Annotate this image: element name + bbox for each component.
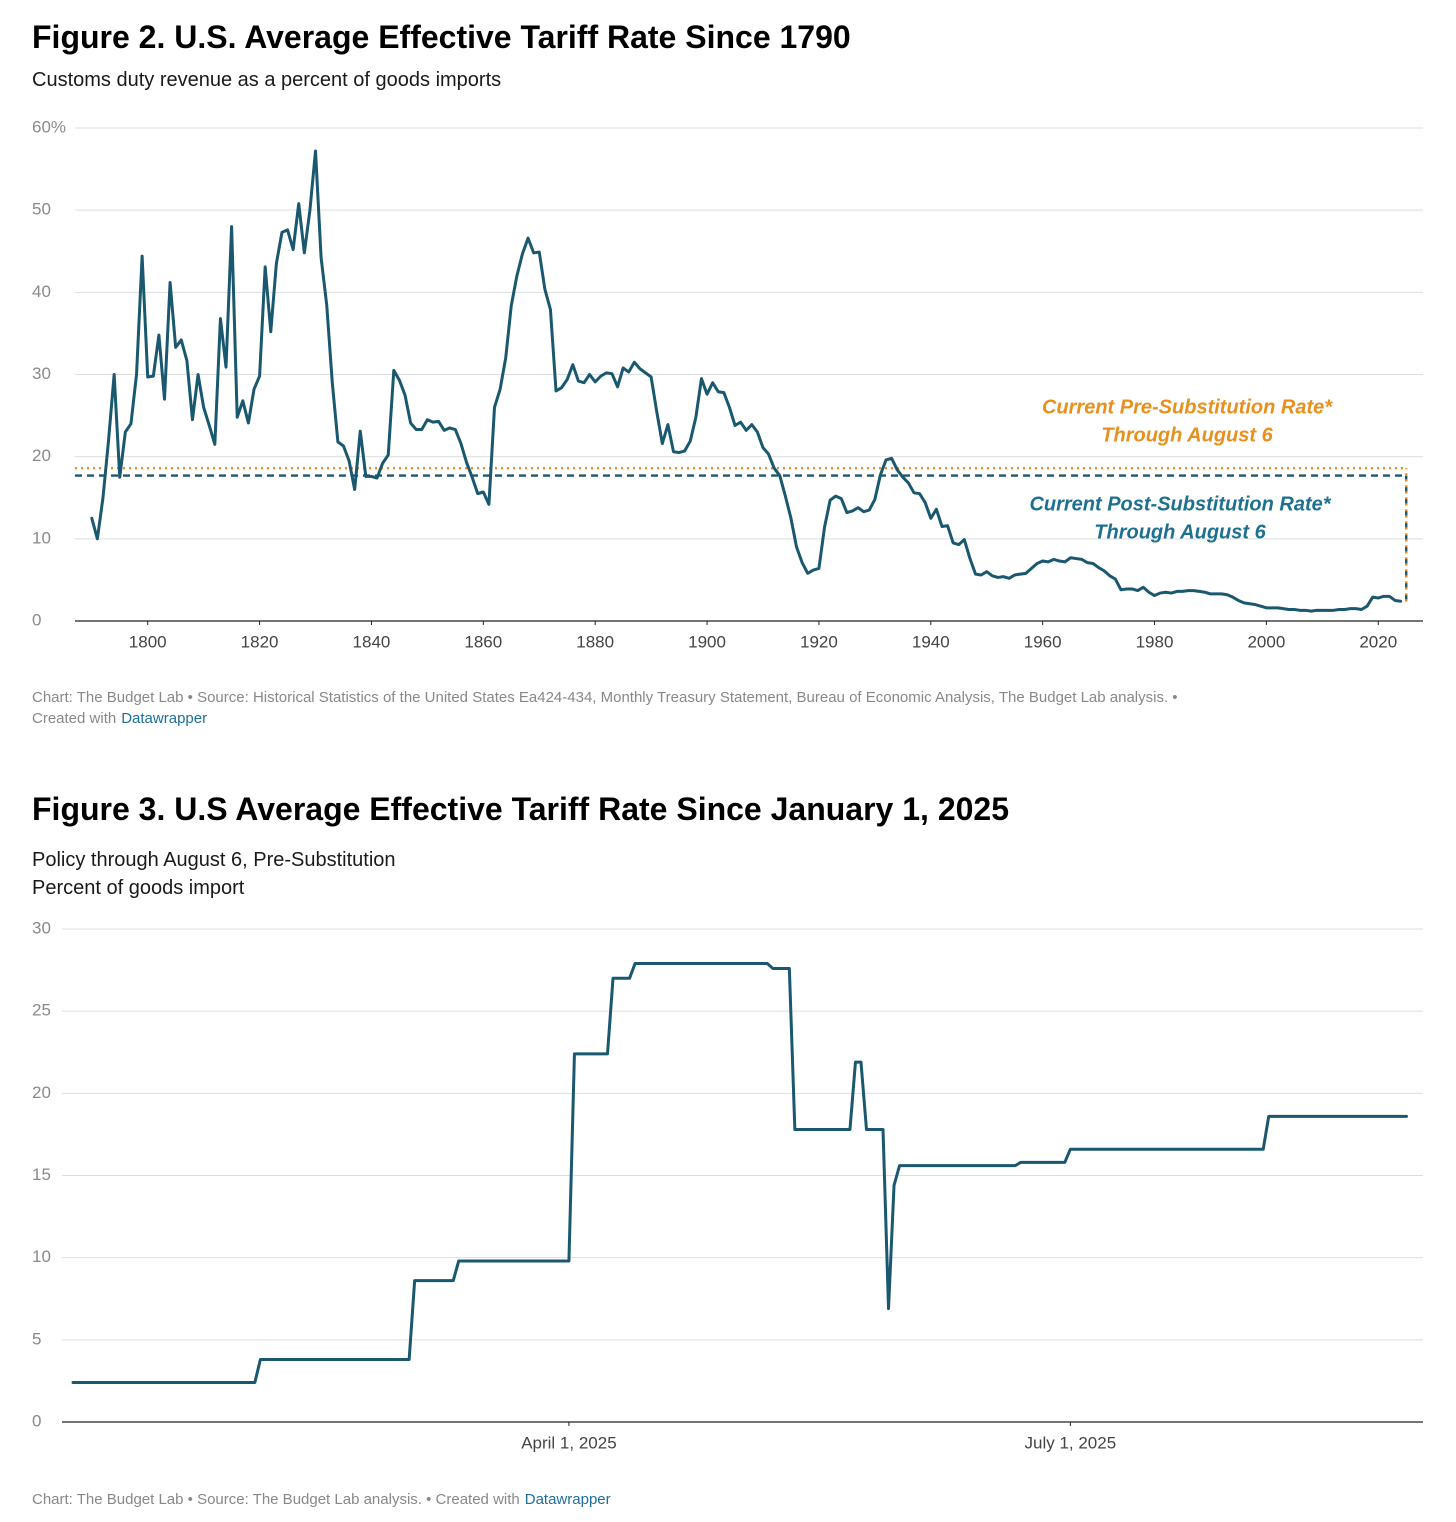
x-tick-label: 1880 (576, 632, 614, 651)
chart-subtitle: Policy through August 6, Pre-Substitutio… (32, 849, 396, 871)
x-tick-label: 1840 (353, 632, 391, 651)
data-line (71, 962, 1408, 1385)
x-tick-label: 1900 (688, 632, 726, 651)
annotation: Through August 6 (1094, 521, 1266, 543)
chart: Figure 3. U.S Average Effective Tariff R… (32, 791, 1423, 1508)
data-line (90, 149, 1403, 613)
x-tick-label: July 1, 2025 (1025, 1433, 1117, 1452)
source-text: Chart: The Budget Lab • Source: The Budg… (32, 1491, 520, 1508)
y-tick-label: 50 (32, 200, 51, 219)
x-tick-label: 1980 (1136, 632, 1174, 651)
x-tick-label: 1940 (912, 632, 950, 651)
y-tick-label: 10 (32, 1247, 51, 1266)
y-tick-label: 20 (32, 446, 51, 465)
y-tick-label: 10 (32, 528, 51, 547)
y-tick-label: 5 (32, 1329, 41, 1348)
x-tick-label: 1960 (1024, 632, 1062, 651)
x-tick-label: 2000 (1247, 632, 1285, 651)
credit-link[interactable]: Datawrapper (525, 1491, 611, 1508)
annotation: Current Pre-Substitution Rate* (1042, 396, 1333, 418)
chart-title: Figure 2. U.S. Average Effective Tariff … (32, 19, 851, 55)
y-tick-label: 60% (32, 117, 66, 136)
chart-subtitle: Customs duty revenue as a percent of goo… (32, 69, 501, 91)
source-note: Chart: The Budget Lab • Source: The Budg… (32, 1491, 611, 1508)
y-tick-label: 0 (32, 1411, 41, 1430)
x-tick-label: 1820 (241, 632, 279, 651)
x-tick-label: April 1, 2025 (521, 1433, 616, 1452)
annotation: Current Post-Substitution Rate* (1029, 493, 1331, 515)
credit-link[interactable]: Datawrapper (121, 710, 207, 727)
chart-subtitle: Percent of goods import (32, 877, 245, 899)
y-tick-label: 40 (32, 282, 51, 301)
x-tick-label: 1860 (464, 632, 502, 651)
y-tick-label: 30 (32, 364, 51, 383)
y-tick-label: 30 (32, 918, 51, 937)
source-note: Chart: The Budget Lab • Source: Historic… (32, 689, 1178, 706)
chart-title: Figure 3. U.S Average Effective Tariff R… (32, 791, 1009, 827)
y-tick-label: 25 (32, 1001, 51, 1020)
y-tick-label: 0 (32, 610, 41, 629)
x-tick-label: 1800 (129, 632, 167, 651)
x-tick-label: 1920 (800, 632, 838, 651)
annotation: Through August 6 (1101, 424, 1273, 446)
source-text: Created with (32, 710, 116, 727)
y-tick-label: 20 (32, 1083, 51, 1102)
source-note: Created with Datawrapper (32, 710, 207, 727)
y-tick-label: 15 (32, 1165, 51, 1184)
x-tick-label: 2020 (1359, 632, 1397, 651)
chart: Figure 2. U.S. Average Effective Tariff … (32, 19, 1423, 727)
